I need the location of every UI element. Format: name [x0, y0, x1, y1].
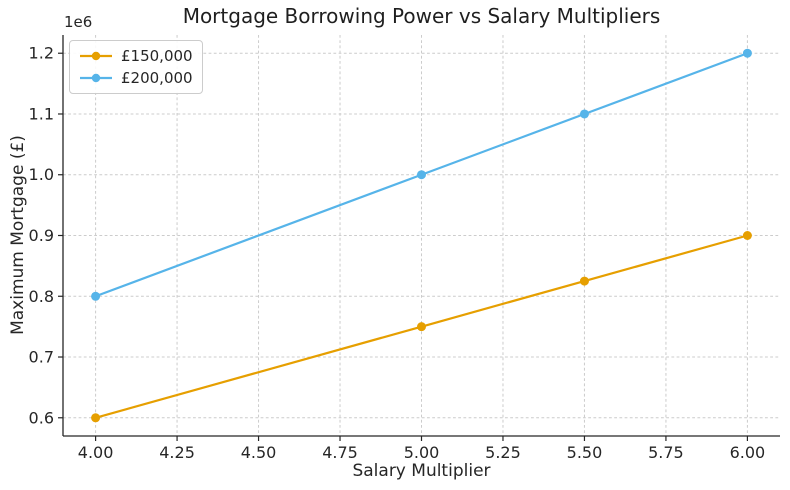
data-point-marker [91, 291, 101, 301]
data-point-marker [742, 48, 752, 58]
data-point-marker [579, 109, 589, 119]
data-point-marker [417, 170, 426, 180]
x-tick-label: 4.00 [78, 443, 114, 462]
data-point-marker [417, 322, 426, 332]
y-tick-label: 0.6 [29, 408, 54, 427]
y-tick-label: 0.7 [29, 348, 54, 367]
x-tick-label: 5.00 [404, 443, 440, 462]
legend-label: £150,000 [121, 47, 193, 65]
legend-line-swatch [80, 51, 112, 61]
x-axis-label: Salary Multiplier [352, 461, 491, 481]
legend: £150,000 £200,000 [69, 40, 203, 94]
x-tick-label: 5.75 [648, 443, 684, 462]
series-line-0 [94, 234, 749, 419]
data-point-marker [579, 276, 589, 286]
legend-line-swatch [80, 73, 112, 83]
y-tick-label: 1.2 [29, 44, 54, 63]
x-tick-label: 5.25 [485, 443, 521, 462]
y-tick-label: 1.1 [29, 104, 54, 123]
x-tick-label: 4.50 [241, 443, 277, 462]
y-tick-label: 1.0 [29, 165, 54, 184]
legend-marker-icon [91, 51, 101, 61]
data-point-marker [91, 413, 101, 423]
y-axis-offset-text: 1e6 [64, 13, 93, 31]
data-point-marker [742, 231, 752, 240]
chart-title: Mortgage Borrowing Power vs Salary Multi… [182, 4, 661, 28]
x-tick-label: 4.75 [322, 443, 358, 462]
legend-marker-icon [91, 73, 101, 83]
x-tick-label: 4.25 [159, 443, 195, 462]
series-line-1 [94, 52, 749, 298]
x-tick-label: 5.50 [567, 443, 603, 462]
legend-item: £150,000 [79, 45, 193, 67]
legend-label: £200,000 [121, 69, 193, 87]
x-tick-label: 6.00 [730, 443, 766, 462]
y-tick-label: 0.8 [29, 287, 54, 306]
legend-item: £200,000 [79, 67, 193, 89]
y-tick-label: 0.9 [29, 226, 54, 245]
